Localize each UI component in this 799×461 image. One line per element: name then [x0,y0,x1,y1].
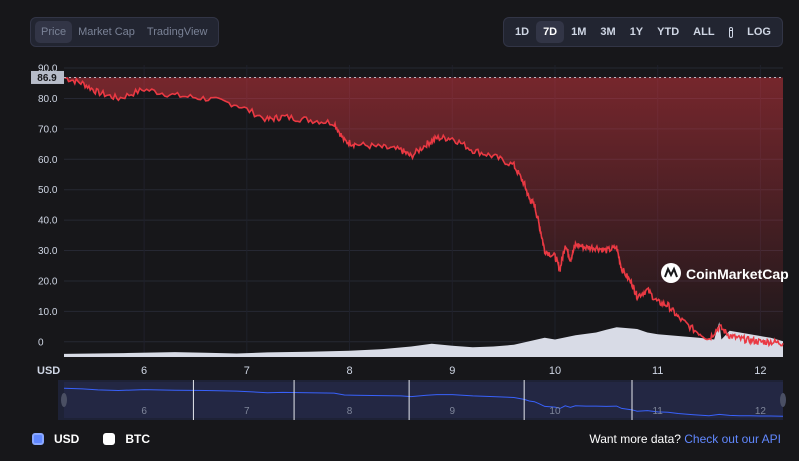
api-prompt: Want more data? [589,432,681,446]
y-axis-labels: 90.0 80.0 70.0 60.0 50.0 40.0 30.0 20.0 10.0 0 [38,64,58,349]
x-tick-label: 7 [244,365,250,377]
range-1y-button[interactable]: 1Y [629,26,644,38]
navigator-tick-label: 11 [652,406,663,417]
x-tick-label: 11 [652,365,663,377]
usd-checkbox-icon[interactable] [32,433,44,445]
price-chart: 90.080.070.060.050.040.030.020.010.00 86… [31,64,789,420]
navigator-tick-label: 10 [549,406,561,417]
x-axis-unit: USD [37,365,60,377]
x-tick-label: 10 [549,365,561,377]
navigator[interactable]: 6 7 8 9 10 11 12 [58,380,786,420]
log-scale-button[interactable]: LOG [747,26,771,38]
range-all-button[interactable]: ALL [693,26,715,38]
api-link[interactable]: Check out our API [684,432,781,446]
y-tick-label: 40.0 [38,216,58,227]
x-axis-labels: 6 7 8 9 10 11 12 [141,365,766,377]
navigator-line [63,387,784,417]
coinmarketcap-logo: CoinMarketCap [661,263,789,283]
tab-price[interactable]: Price [35,21,73,43]
x-tick-label: 9 [449,365,455,377]
legend-usd: USD [54,432,80,446]
x-tick-label: 6 [141,365,147,377]
range-7d-button[interactable]: 7D [536,21,565,43]
navigator-tick-label: 9 [449,406,455,417]
watermark-text: CoinMarketCap [686,266,789,282]
y-tick-label: 50.0 [38,185,58,196]
navigator-tick-label: 7 [244,406,250,417]
x-tick-label: 8 [346,365,352,377]
y-tick-label: 60.0 [38,155,58,166]
range-3m-button[interactable]: 3M [600,26,616,38]
y-tick-label: 80.0 [38,94,58,105]
calendar-icon[interactable] [728,26,734,38]
chart-type-toggle: Price Market Cap TradingView [30,17,219,47]
current-price-marker: 86.9 [31,70,64,84]
tab-market-cap[interactable]: Market Cap [78,26,135,38]
btc-checkbox-icon[interactable] [103,433,116,445]
price-area [64,77,783,346]
navigator-tick-label: 12 [755,406,767,417]
range-toggle: 1D 7D 1M 3M 1Y YTD ALL LOG [503,17,783,47]
y-tick-label: 70.0 [38,124,58,135]
navigator-tick-label: 6 [141,406,147,417]
range-1d-button[interactable]: 1D [515,26,530,38]
legend-btc: BTC [125,432,151,446]
y-tick-label: 30.0 [38,246,58,257]
navigator-handle-right[interactable] [780,393,786,407]
y-tick-label: 0 [38,337,44,348]
y-tick-label: 90.0 [38,64,58,75]
navigator-tick-label: 8 [347,406,353,417]
x-tick-label: 12 [754,365,766,377]
y-tick-label: 20.0 [38,276,58,287]
api-promo: Want more data? Check out our API [589,432,781,446]
range-1m-button[interactable]: 1M [571,26,587,38]
y-tick-label: 10.0 [38,307,58,318]
current-price-label: 86.9 [37,73,57,84]
tab-tradingview[interactable]: TradingView [146,26,208,38]
navigator-handle-left[interactable] [61,393,67,407]
price-line [63,76,784,348]
range-ytd-button[interactable]: YTD [657,26,680,38]
volume-area [64,322,783,357]
legend: USD BTC [32,432,150,446]
